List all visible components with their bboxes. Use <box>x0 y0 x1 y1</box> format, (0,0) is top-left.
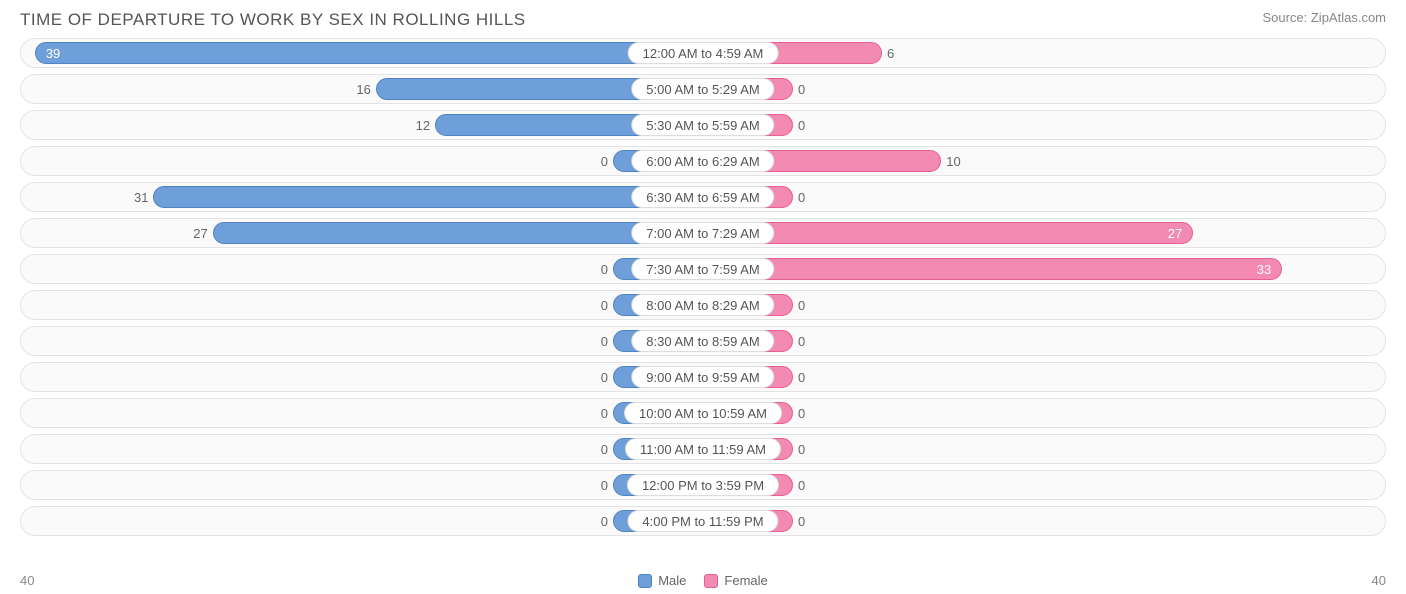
male-value: 0 <box>601 334 608 349</box>
male-bar: 27 <box>213 222 703 244</box>
row-label: 10:00 AM to 10:59 AM <box>624 402 782 424</box>
row-label: 6:00 AM to 6:29 AM <box>631 150 774 172</box>
chart-area: 39 6 12:00 AM to 4:59 AM 16 0 5:00 AM to 5:29… <box>0 38 1406 536</box>
row-label: 5:30 AM to 5:59 AM <box>631 114 774 136</box>
chart-row: 0 0 10:00 AM to 10:59 AM <box>20 398 1386 428</box>
axis-left-max: 40 <box>20 573 34 588</box>
female-value: 27 <box>1168 226 1182 241</box>
male-bar: 39 <box>35 42 703 64</box>
female-value: 0 <box>798 298 805 313</box>
female-value: 0 <box>798 442 805 457</box>
male-value: 27 <box>193 226 207 241</box>
chart-row: 0 0 12:00 PM to 3:59 PM <box>20 470 1386 500</box>
chart-row: 0 10 6:00 AM to 6:29 AM <box>20 146 1386 176</box>
chart-row: 27277:00 AM to 7:29 AM <box>20 218 1386 248</box>
male-value: 0 <box>601 262 608 277</box>
chart-row: 0 0 4:00 PM to 11:59 PM <box>20 506 1386 536</box>
row-label: 9:00 AM to 9:59 AM <box>631 366 774 388</box>
female-value: 0 <box>798 370 805 385</box>
female-value: 33 <box>1257 262 1271 277</box>
chart-row: 0 0 8:30 AM to 8:59 AM <box>20 326 1386 356</box>
male-value: 0 <box>601 406 608 421</box>
chart-row: 0 0 11:00 AM to 11:59 AM <box>20 434 1386 464</box>
row-label: 8:30 AM to 8:59 AM <box>631 330 774 352</box>
chart-title: TIME OF DEPARTURE TO WORK BY SEX IN ROLL… <box>20 10 526 30</box>
chart-row: 0 33 7:30 AM to 7:59 AM <box>20 254 1386 284</box>
female-value: 0 <box>798 514 805 529</box>
female-value: 6 <box>887 46 894 61</box>
male-value: 0 <box>601 442 608 457</box>
row-label: 12:00 PM to 3:59 PM <box>627 474 779 496</box>
female-bar: 27 <box>703 222 1193 244</box>
male-value: 12 <box>416 118 430 133</box>
row-label: 7:30 AM to 7:59 AM <box>631 258 774 280</box>
male-value: 0 <box>601 154 608 169</box>
chart-row: 0 0 9:00 AM to 9:59 AM <box>20 362 1386 392</box>
legend-swatch-female <box>704 574 718 588</box>
female-value: 0 <box>798 82 805 97</box>
legend-label-male: Male <box>658 573 686 588</box>
chart-footer: 40 Male Female 40 <box>20 573 1386 588</box>
legend-item-male: Male <box>638 573 686 588</box>
female-value: 10 <box>946 154 960 169</box>
male-value: 39 <box>46 46 60 61</box>
chart-row: 39 6 12:00 AM to 4:59 AM <box>20 38 1386 68</box>
female-bar: 33 <box>703 258 1282 280</box>
chart-row: 12 0 5:30 AM to 5:59 AM <box>20 110 1386 140</box>
row-label: 4:00 PM to 11:59 PM <box>627 510 778 532</box>
chart-source: Source: ZipAtlas.com <box>1262 10 1386 25</box>
chart-row: 31 0 6:30 AM to 6:59 AM <box>20 182 1386 212</box>
legend: Male Female <box>638 573 768 588</box>
male-value: 0 <box>601 478 608 493</box>
female-value: 0 <box>798 334 805 349</box>
row-label: 12:00 AM to 4:59 AM <box>628 42 779 64</box>
male-value: 31 <box>134 190 148 205</box>
row-label: 7:00 AM to 7:29 AM <box>631 222 774 244</box>
female-value: 0 <box>798 118 805 133</box>
axis-right-max: 40 <box>1372 573 1386 588</box>
male-value: 0 <box>601 370 608 385</box>
legend-label-female: Female <box>724 573 767 588</box>
row-label: 6:30 AM to 6:59 AM <box>631 186 774 208</box>
row-label: 8:00 AM to 8:29 AM <box>631 294 774 316</box>
legend-item-female: Female <box>704 573 767 588</box>
male-value: 0 <box>601 514 608 529</box>
chart-row: 0 0 8:00 AM to 8:29 AM <box>20 290 1386 320</box>
female-value: 0 <box>798 478 805 493</box>
row-label: 11:00 AM to 11:59 AM <box>625 438 781 460</box>
chart-header: TIME OF DEPARTURE TO WORK BY SEX IN ROLL… <box>0 0 1406 38</box>
male-bar: 31 <box>153 186 703 208</box>
row-label: 5:00 AM to 5:29 AM <box>631 78 774 100</box>
chart-row: 16 0 5:00 AM to 5:29 AM <box>20 74 1386 104</box>
female-value: 0 <box>798 190 805 205</box>
female-value: 0 <box>798 406 805 421</box>
male-value: 0 <box>601 298 608 313</box>
male-value: 16 <box>356 82 370 97</box>
legend-swatch-male <box>638 574 652 588</box>
